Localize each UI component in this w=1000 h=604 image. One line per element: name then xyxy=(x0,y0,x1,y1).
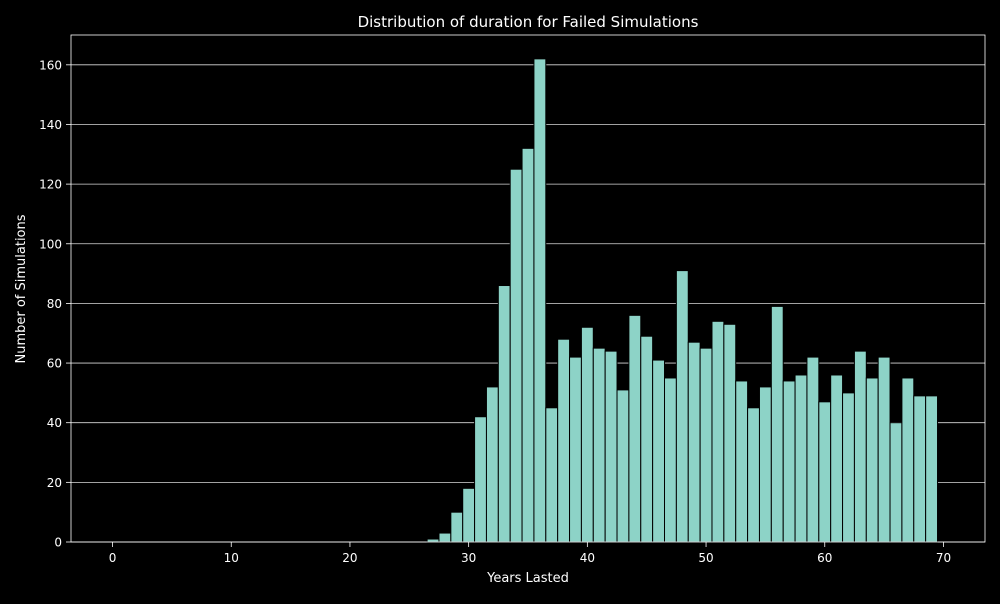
bars xyxy=(426,58,939,543)
bar xyxy=(711,320,725,543)
bar xyxy=(842,392,855,543)
y-tick-label: 80 xyxy=(47,297,62,311)
y-ticks: 0 20 40 60 80 100 120 140 160 xyxy=(39,58,71,550)
y-tick-label: 20 xyxy=(47,476,62,490)
bar xyxy=(747,407,760,543)
y-tick-label: 120 xyxy=(39,178,62,192)
x-axis-label: Years Lasted xyxy=(486,571,569,586)
x-tick-label: 50 xyxy=(698,551,713,565)
bar xyxy=(557,338,571,543)
bar xyxy=(770,305,784,543)
bar xyxy=(664,377,677,543)
bar xyxy=(521,147,535,543)
bar xyxy=(865,377,879,543)
bar xyxy=(628,314,642,543)
bar xyxy=(794,374,808,543)
bar xyxy=(592,347,606,543)
bar xyxy=(687,341,701,543)
bar xyxy=(853,350,867,543)
bar xyxy=(806,356,820,543)
bar xyxy=(699,347,713,543)
y-tick-label: 140 xyxy=(39,118,62,132)
chart-title: Distribution of duration for Failed Simu… xyxy=(358,13,699,31)
x-ticks: 0 10 20 30 40 50 60 70 xyxy=(109,542,951,565)
bar xyxy=(758,386,772,543)
y-tick-label: 100 xyxy=(39,237,62,251)
bar xyxy=(889,422,903,543)
bar xyxy=(830,374,844,543)
bar xyxy=(723,323,737,543)
bar xyxy=(640,335,654,543)
y-tick-label: 0 xyxy=(54,536,62,550)
bar xyxy=(533,58,547,543)
bar xyxy=(901,377,915,543)
bar xyxy=(509,168,523,543)
x-tick-label: 0 xyxy=(109,551,117,565)
y-tick-label: 160 xyxy=(39,58,62,72)
x-tick-label: 40 xyxy=(580,551,595,565)
y-tick-label: 60 xyxy=(47,357,62,371)
bar xyxy=(735,380,749,543)
bar xyxy=(652,359,666,543)
bar xyxy=(426,538,440,543)
bar xyxy=(474,416,487,543)
bar xyxy=(580,326,594,543)
x-tick-label: 10 xyxy=(224,551,239,565)
bar xyxy=(545,407,559,543)
bar xyxy=(604,350,618,543)
y-axis-label: Number of Simulations xyxy=(14,214,29,363)
x-tick-label: 20 xyxy=(342,551,357,565)
bar xyxy=(438,532,452,543)
bar xyxy=(782,380,796,543)
bar xyxy=(877,356,891,543)
bar xyxy=(925,395,939,543)
x-tick-label: 60 xyxy=(817,551,832,565)
bar xyxy=(450,511,464,543)
bar xyxy=(818,401,832,543)
bar xyxy=(913,395,927,543)
bar xyxy=(485,386,499,543)
bar xyxy=(616,389,630,543)
bar xyxy=(675,270,689,543)
y-tick-label: 40 xyxy=(47,416,62,430)
bar xyxy=(569,356,582,543)
plot-frame xyxy=(70,34,986,543)
x-tick-label: 30 xyxy=(461,551,476,565)
bar xyxy=(462,487,476,543)
x-tick-label: 70 xyxy=(936,551,951,565)
bar xyxy=(497,285,511,543)
